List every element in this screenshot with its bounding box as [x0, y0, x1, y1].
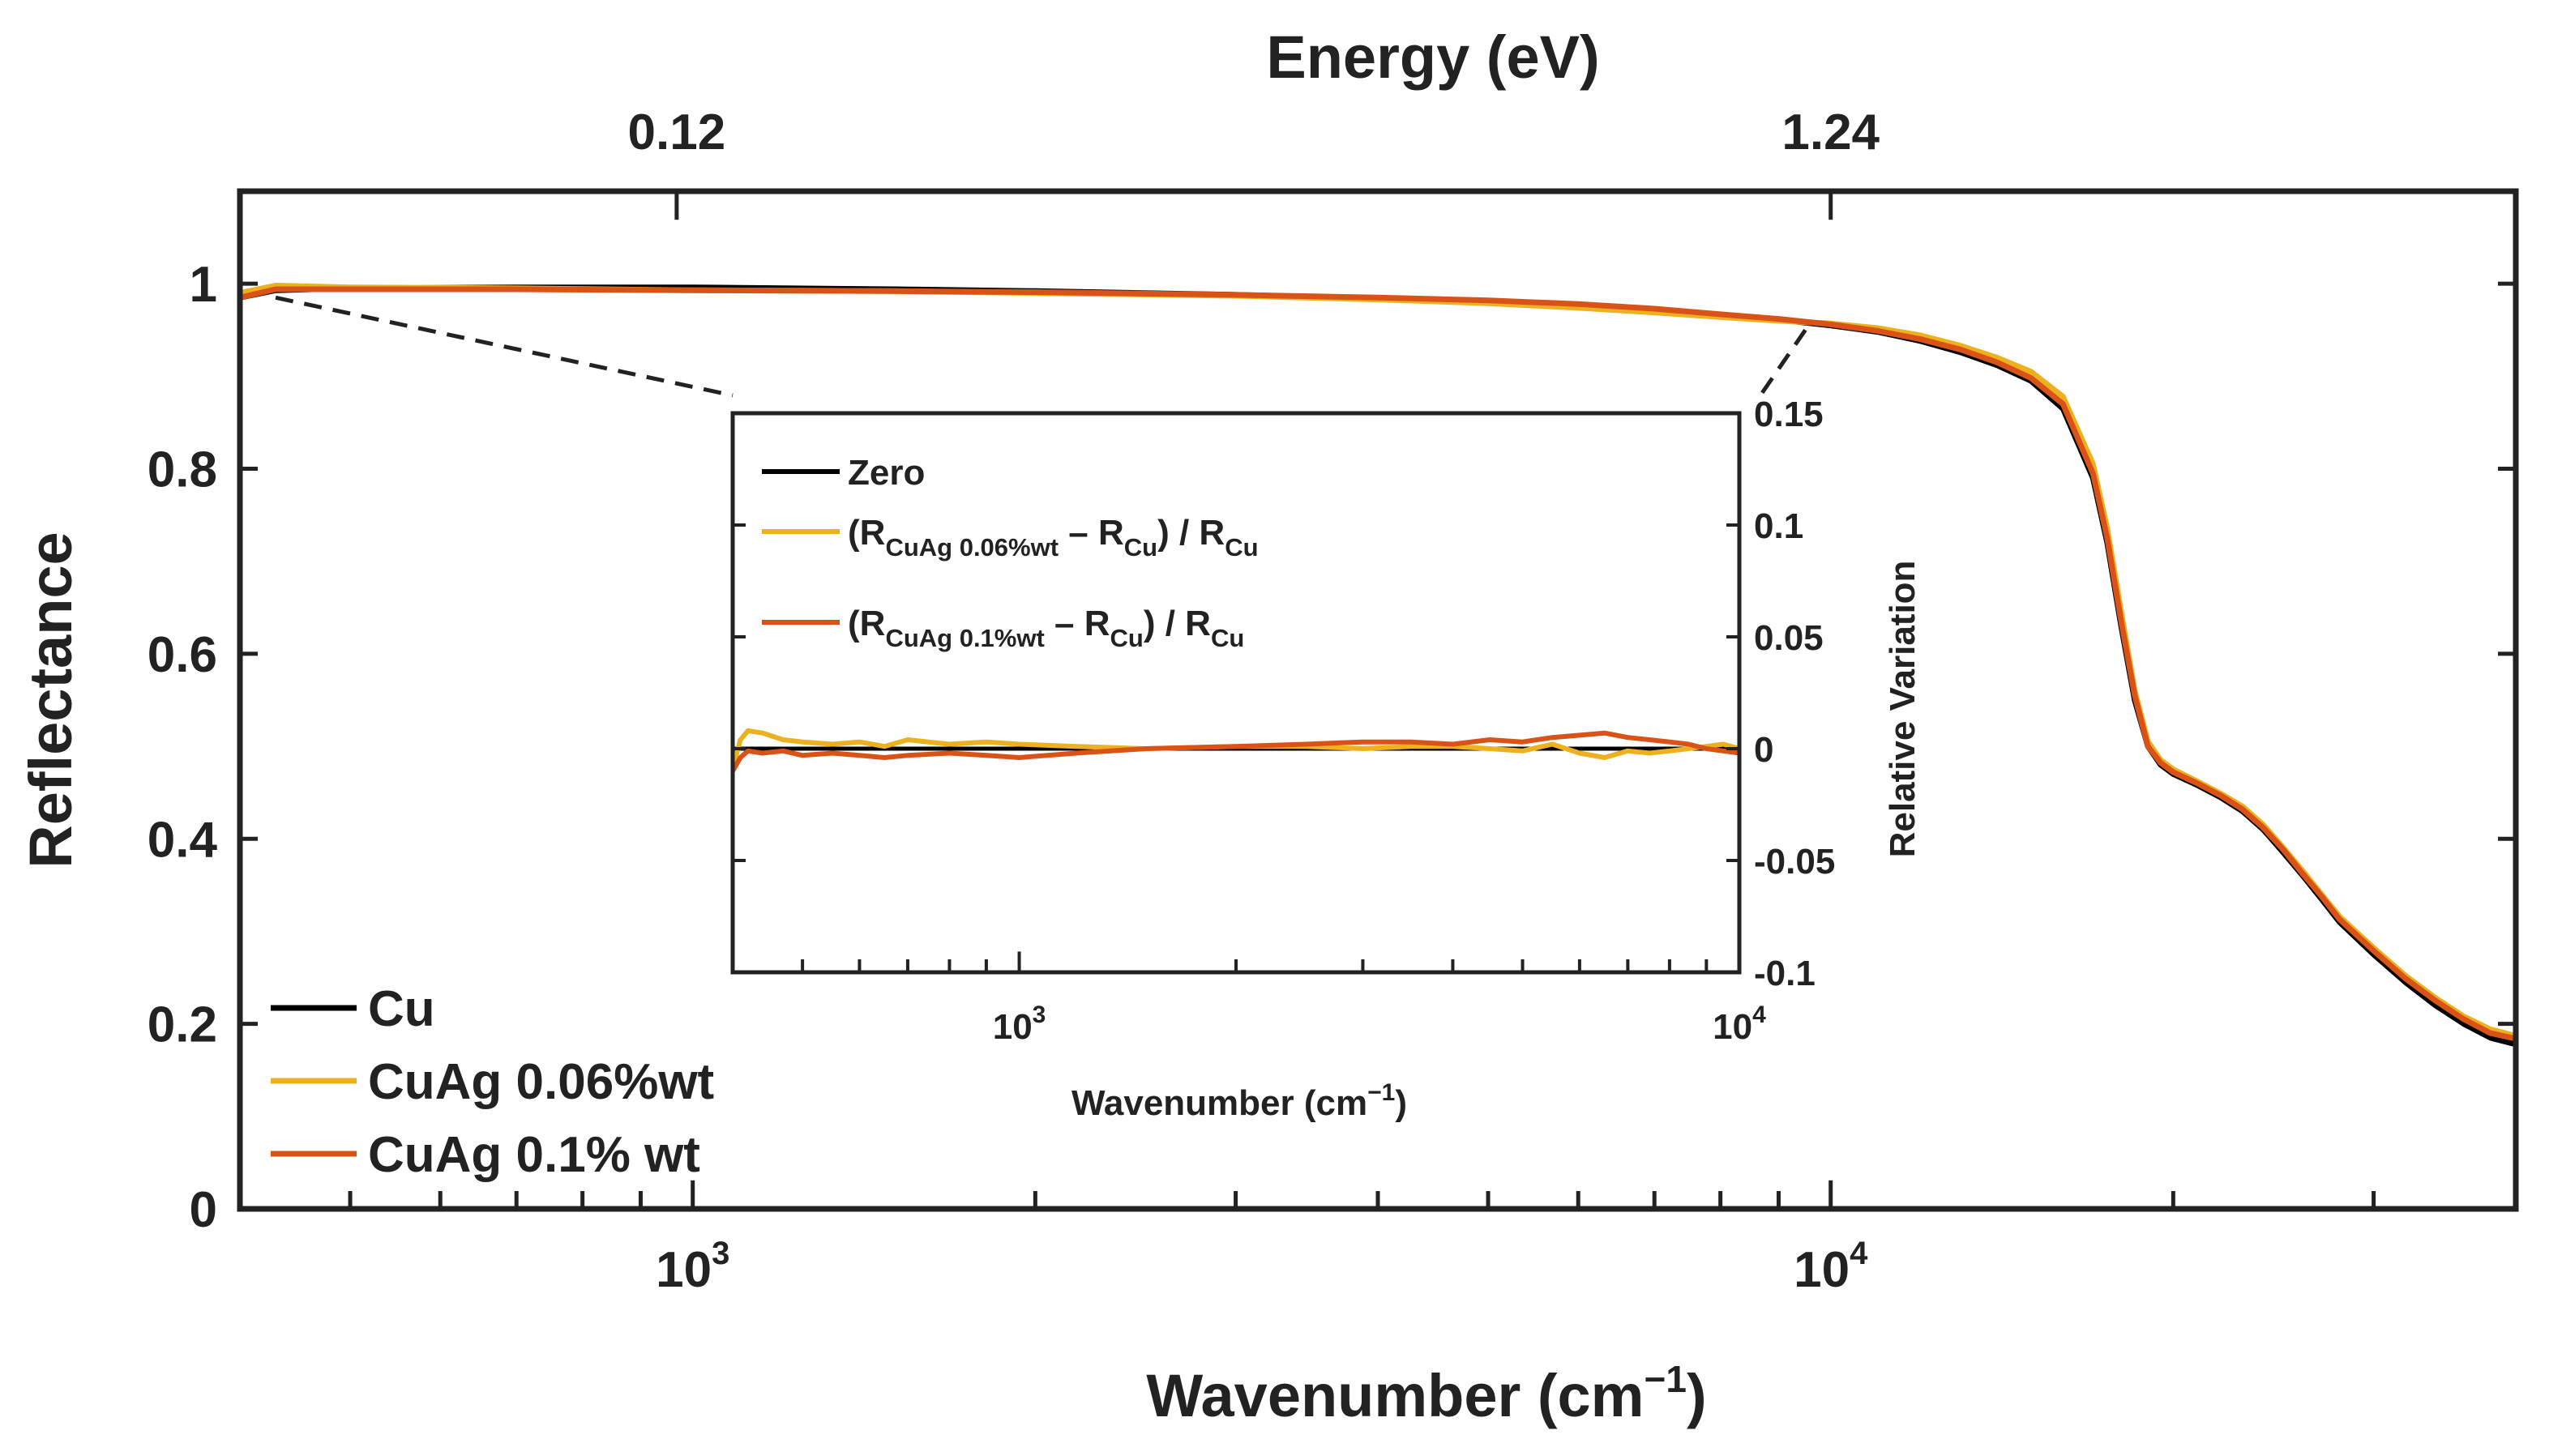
inset-x-tick-exponent: 4 — [1752, 1001, 1766, 1028]
x-tick-base: 10 — [656, 1242, 712, 1298]
y-tick-label: 0.8 — [148, 442, 217, 498]
y-tick-label: 0.6 — [148, 627, 217, 683]
inset-legend-text: ) / R — [1157, 513, 1225, 553]
inset-axis-ticks — [731, 412, 1741, 974]
zoom-connector-lines — [275, 295, 1807, 398]
inset-legend-text: Zero — [848, 453, 925, 493]
energy-top-axis: 0.12 1.24 — [628, 105, 1880, 220]
x-axis-title: Wavenumber (cm−1) — [1146, 1358, 1706, 1429]
x-tick-label: 104 — [1794, 1236, 1868, 1298]
top-tick-label: 1.24 — [1781, 105, 1880, 160]
zoom-connector-left — [275, 295, 734, 398]
inset-x-axis-title-exponent: −1 — [1367, 1079, 1395, 1106]
inset-x-tick-label: 103 — [993, 1001, 1046, 1047]
y-tick-label: 1 — [190, 257, 217, 313]
series-line-cuag-0-1-wt — [239, 286, 2517, 1042]
top-tick-label: 0.12 — [628, 105, 726, 160]
inset-legend-text: – R — [1059, 513, 1124, 553]
inset-x-tick-label: 104 — [1713, 1001, 1766, 1047]
inset-x-axis-title-close: ) — [1395, 1083, 1407, 1123]
x-axis-title-exponent: −1 — [1644, 1358, 1686, 1400]
inset-legend-text: (R — [848, 604, 885, 643]
main-axis-ticks — [237, 281, 2518, 1211]
x-tick-label: 103 — [656, 1236, 729, 1298]
inset-y-tick-label: 0 — [1754, 730, 1773, 770]
inset-legend: Zero(RCuAg 0.06%wt – RCu) / RCu(RCuAg 0.… — [762, 453, 1259, 652]
inset-legend-subscript: Cu — [1225, 533, 1258, 561]
inset-background — [733, 413, 1739, 972]
inset-y-tick-label: -0.1 — [1754, 954, 1816, 993]
main-y-tick-labels: 0 0.2 0.4 0.6 0.8 1 — [148, 257, 218, 1238]
y-tick-label: 0.4 — [148, 812, 218, 868]
main-x-tick-labels: 103 104 — [656, 1236, 1868, 1298]
inset-y-tick-label: 0.1 — [1754, 506, 1803, 546]
inset-series-line-2 — [730, 730, 1740, 773]
x-axis-title-close: ) — [1687, 1362, 1707, 1429]
x-tick-base: 10 — [1794, 1242, 1850, 1298]
inset-legend-subscript: Cu — [1124, 533, 1157, 561]
inset-y-tick-labels: -0.1 -0.05 0 0.05 0.1 0.15 — [1754, 395, 1835, 993]
main-plot: 00.20.40.60.81 103 104 0.12 1.24 Energy (e… — [17, 23, 2519, 1429]
inset-y-tick-label: 0.15 — [1754, 395, 1824, 434]
legend-label-cuag-0-06-wt: CuAg 0.06%wt — [368, 1054, 714, 1110]
inset-x-tick-base: 10 — [1713, 1007, 1752, 1047]
inset-legend-label-1: (RCuAg 0.06%wt – RCu) / RCu — [848, 513, 1259, 561]
inset-legend-label-0: Zero — [848, 453, 925, 493]
inset-legend-text: – R — [1045, 604, 1110, 643]
inset-legend-text: ) / R — [1144, 604, 1211, 643]
inset-legend-subscript: CuAg 0.06%wt — [885, 533, 1059, 561]
legend-label-cuag-0-1-wt: CuAg 0.1% wt — [368, 1127, 700, 1183]
y-axis-title: Reflectance — [17, 532, 84, 868]
main-legend: Cu CuAg 0.06%wt CuAg 0.1% wt — [271, 981, 714, 1183]
y-tick-label: 0.2 — [148, 997, 217, 1053]
inset-x-tick-exponent: 3 — [1033, 1001, 1046, 1028]
zoom-connector-right — [1758, 328, 1807, 397]
inset-legend-subscript: CuAg 0.1%wt — [885, 624, 1044, 652]
inset-data-lines — [730, 728, 1740, 773]
x-tick-exponent: 3 — [712, 1236, 729, 1271]
inset-x-tick-base: 10 — [993, 1007, 1033, 1047]
inset-legend-text: (R — [848, 513, 885, 553]
inset-legend-label-2: (RCuAg 0.1%wt – RCu) / RCu — [848, 604, 1244, 652]
inset-y-axis-title: Relative Variation — [1883, 561, 1923, 858]
inset-legend-subscript: Cu — [1110, 624, 1144, 652]
inset-x-axis-title: Wavenumber (cm−1) — [1071, 1079, 1407, 1123]
main-data-lines — [239, 283, 2517, 1048]
inset-y-tick-label: 0.05 — [1754, 618, 1824, 658]
x-tick-exponent: 4 — [1850, 1236, 1868, 1271]
inset-legend-subscript: Cu — [1211, 624, 1244, 652]
y-tick-label: 0 — [190, 1182, 217, 1238]
x-axis-title-text: Wavenumber (cm — [1146, 1362, 1644, 1429]
inset-x-tick-labels: 103 104 — [993, 1001, 1766, 1047]
legend-label-cu: Cu — [368, 981, 435, 1037]
inset-y-tick-label: -0.05 — [1754, 842, 1835, 882]
inset-x-axis-title-text: Wavenumber (cm — [1071, 1083, 1367, 1123]
energy-axis-title: Energy (eV) — [1266, 23, 1599, 91]
